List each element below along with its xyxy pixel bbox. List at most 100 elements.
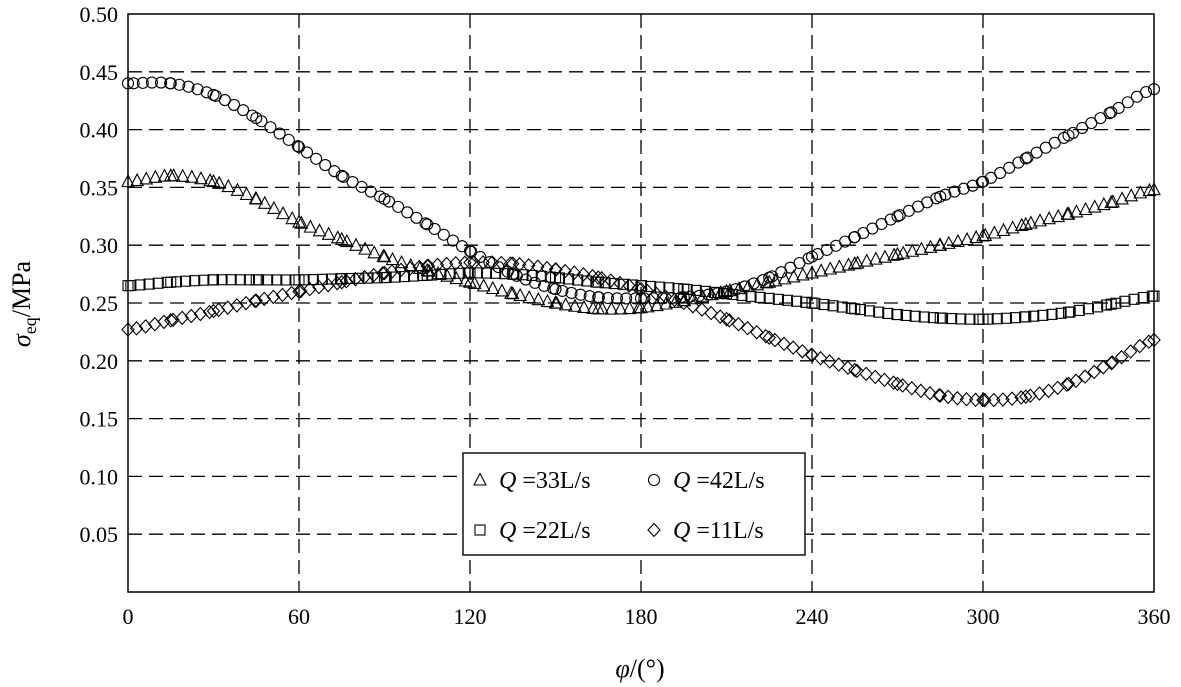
data-point <box>595 301 610 315</box>
data-point <box>1014 217 1029 231</box>
data-point <box>631 280 645 296</box>
data-point <box>882 307 894 319</box>
data-point <box>134 279 146 291</box>
legend-item: Q =11L/s <box>647 518 764 544</box>
data-point <box>1114 349 1129 365</box>
data-point <box>166 168 181 182</box>
y-tick-label: 0.45 <box>80 60 119 85</box>
tick-labels: 0 60 120 180 240 300 360 0.05 0.10 0.15 0.20 0.25 0.… <box>80 2 1171 629</box>
data-point <box>591 270 605 285</box>
data-point <box>695 302 709 317</box>
data-point <box>859 366 873 382</box>
data-point <box>1106 194 1120 208</box>
data-point <box>686 298 700 314</box>
data-point <box>1092 301 1104 313</box>
data-point <box>408 270 420 282</box>
data-point <box>918 311 930 323</box>
data-point <box>420 258 434 274</box>
x-tick-label: 240 <box>796 604 829 629</box>
data-point <box>674 291 687 304</box>
data-point <box>1055 307 1067 319</box>
data-point <box>823 261 838 275</box>
data-point <box>1096 359 1111 375</box>
data-point <box>289 274 301 286</box>
data-point <box>426 269 438 281</box>
data-point <box>1105 106 1118 119</box>
x-tick-label: 120 <box>454 604 487 629</box>
data-point <box>339 233 354 248</box>
data-point <box>440 268 455 282</box>
legend-box <box>462 452 806 556</box>
data-point <box>1042 211 1057 225</box>
data-point <box>267 200 281 214</box>
data-point <box>157 168 172 182</box>
data-point <box>631 300 646 314</box>
data-point <box>165 276 177 288</box>
data-point <box>212 175 227 189</box>
data-point <box>848 362 862 378</box>
data-point <box>955 313 967 325</box>
data-point <box>125 279 137 292</box>
y-tick-label: 0.05 <box>80 522 119 547</box>
data-point <box>951 233 965 248</box>
data-point <box>1147 332 1161 348</box>
data-point <box>310 152 323 165</box>
data-point <box>189 275 201 287</box>
data-point <box>255 115 268 128</box>
data-point <box>540 293 555 308</box>
data-point <box>428 222 441 236</box>
data-point <box>419 217 432 230</box>
data-point <box>1137 291 1149 304</box>
data-point <box>495 283 509 297</box>
data-point <box>471 267 483 279</box>
data-point <box>1119 295 1131 307</box>
data-point <box>832 357 846 372</box>
data-point <box>745 290 757 302</box>
data-point <box>850 255 865 269</box>
data-point <box>1133 185 1148 199</box>
data-point <box>282 133 295 146</box>
data-point <box>1005 220 1020 234</box>
data-point <box>138 319 153 334</box>
data-point <box>1023 388 1038 404</box>
data-point <box>932 237 947 251</box>
data-point <box>504 285 518 299</box>
data-point <box>976 228 990 242</box>
data-point <box>1000 312 1012 324</box>
data-point <box>458 273 473 287</box>
data-point <box>1019 389 1033 404</box>
data-point <box>991 313 1003 325</box>
data-point <box>1060 206 1075 220</box>
data-point <box>708 286 721 298</box>
data-point <box>1019 152 1032 165</box>
x-tick-label: 180 <box>625 604 658 629</box>
data-point <box>622 278 636 293</box>
data-point <box>337 170 350 183</box>
data-point <box>1087 199 1102 213</box>
data-point <box>576 267 591 282</box>
data-point <box>385 251 400 266</box>
data-point <box>719 311 734 327</box>
data-point <box>1142 334 1156 350</box>
legend-label: Q =22L/s <box>499 518 591 544</box>
y-tick-label: 0.30 <box>80 233 119 258</box>
data-point <box>1142 182 1157 197</box>
data-point <box>373 190 386 203</box>
data-point <box>638 292 651 305</box>
data-point <box>1048 136 1061 149</box>
data-point <box>592 291 605 304</box>
data-point <box>905 380 919 396</box>
data-point <box>1103 107 1116 120</box>
data-point <box>444 268 456 280</box>
data-point <box>531 291 546 306</box>
data-point <box>738 280 751 293</box>
data-point <box>987 225 1002 239</box>
data-point <box>859 253 874 267</box>
data-point <box>699 285 711 297</box>
data-point <box>175 168 190 182</box>
data-point <box>960 231 974 246</box>
y-tick-label: 0.25 <box>80 291 119 316</box>
data-point <box>246 109 259 122</box>
data-point <box>556 284 569 297</box>
data-point <box>1003 161 1016 174</box>
